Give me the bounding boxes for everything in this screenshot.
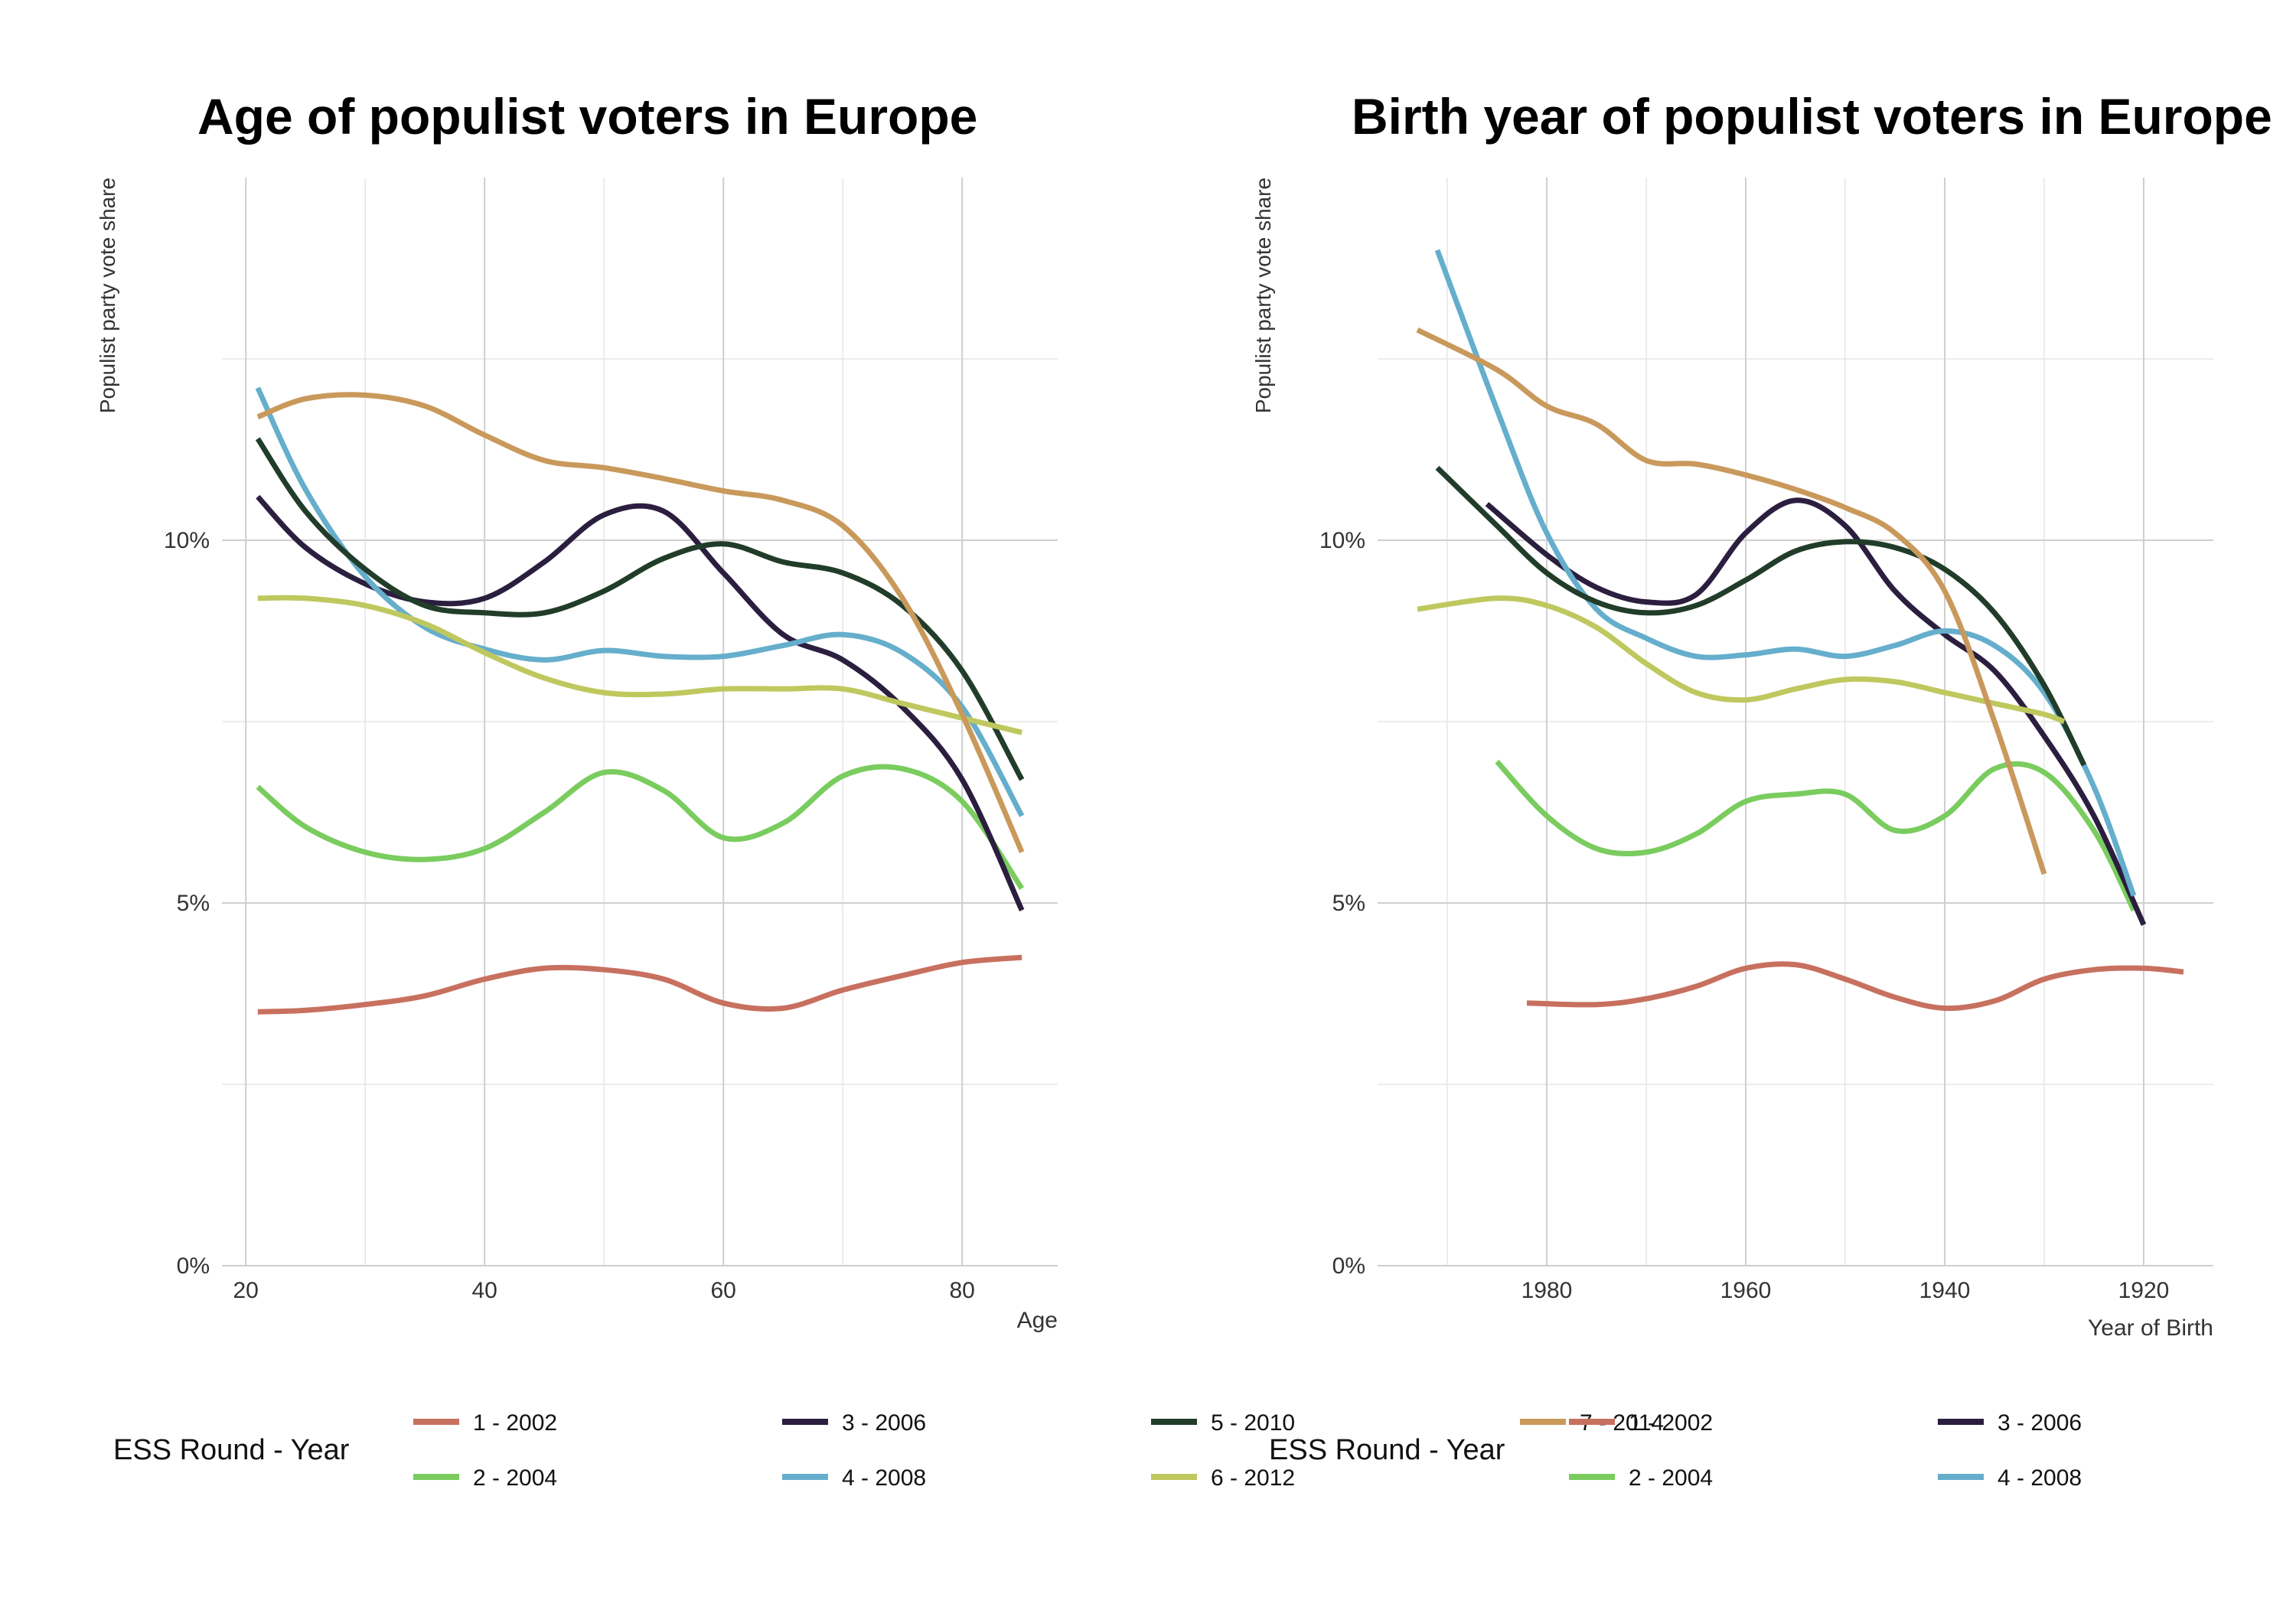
panel-birth-year: Birth year of populist voters in Europe 1… [1251, 88, 2272, 1491]
x-tick-label: 1940 [1919, 1278, 1971, 1303]
legend-item: 2 - 2004 [413, 1465, 557, 1491]
legend-label: 4 - 2008 [842, 1465, 926, 1491]
legend-label: 2 - 2004 [473, 1465, 557, 1491]
y-tick-label: 10% [1319, 528, 1365, 553]
y-axis-label: Populist party vote share [1251, 178, 1275, 413]
legend-item: 4 - 2008 [782, 1465, 926, 1491]
legend-label: 2 - 2004 [1629, 1465, 1713, 1491]
panel-age: Age of populist voters in Europe 20 40 60 80… [96, 88, 1664, 1491]
legend-label: 5 - 2010 [1211, 1410, 1295, 1436]
x-tick-label: 20 [233, 1278, 259, 1303]
series-line-2-2004 [256, 764, 1025, 890]
series-line-3-2006 [1485, 497, 2147, 926]
legend-title: ESS Round - Year [113, 1434, 350, 1466]
y-tick-label: 0% [1332, 1253, 1365, 1279]
series-line-7-2014 [256, 392, 1025, 853]
series-line-1-2002 [1526, 961, 2184, 1012]
legend-item: 5 - 2010 [1151, 1410, 1295, 1436]
legend-item: 1 - 2002 [1569, 1410, 1713, 1436]
series-line-7-2014 [1416, 327, 2047, 875]
x-tick-label: 1980 [1521, 1278, 1573, 1303]
legend-label: 1 - 2002 [473, 1410, 557, 1436]
y-tick-label: 5% [177, 891, 210, 916]
x-tick-label: 40 [472, 1278, 497, 1303]
series-line-5-2010 [1435, 465, 2087, 767]
series-line-6-2012 [1417, 595, 2066, 725]
x-tick-label: 1960 [1720, 1278, 1772, 1303]
x-tick-label: 60 [711, 1278, 736, 1303]
legend-label: 3 - 2006 [842, 1410, 926, 1436]
x-tick-label: 80 [950, 1278, 975, 1303]
legend-title: ESS Round - Year [1269, 1434, 1505, 1466]
x-axis-label: Year of Birth [2088, 1315, 2213, 1341]
legend-label: 4 - 2008 [1998, 1465, 2082, 1491]
legend-item: 3 - 2006 [782, 1410, 926, 1436]
x-axis-label: Age [1017, 1308, 1058, 1333]
legend-label: 3 - 2006 [1998, 1410, 2082, 1436]
legend-label: 6 - 2012 [1211, 1465, 1295, 1491]
series-line-4-2008 [255, 386, 1025, 817]
x-tick-label: 1920 [2118, 1278, 2170, 1303]
legend-item: 1 - 2002 [413, 1410, 557, 1436]
y-tick-label: 10% [164, 528, 210, 553]
y-axis-label: Populist party vote share [96, 178, 119, 413]
chart-title: Birth year of populist voters in Europe [1352, 88, 2272, 145]
legend-item: 4 - 2008 [1938, 1465, 2082, 1491]
chart-title: Age of populist voters in Europe [197, 88, 977, 145]
series-line-4-2008 [1434, 249, 2137, 897]
y-tick-label: 5% [1332, 891, 1365, 916]
series-line-2-2004 [1495, 759, 2137, 912]
y-tick-label: 0% [177, 1253, 210, 1279]
legend-label: 1 - 2002 [1629, 1410, 1713, 1436]
legend-item: 3 - 2006 [1938, 1410, 2082, 1436]
series-line-1-2002 [257, 954, 1022, 1015]
series-line-6-2012 [257, 595, 1023, 735]
legend-item: 2 - 2004 [1569, 1465, 1713, 1491]
legend-item: 6 - 2012 [1151, 1465, 1295, 1491]
